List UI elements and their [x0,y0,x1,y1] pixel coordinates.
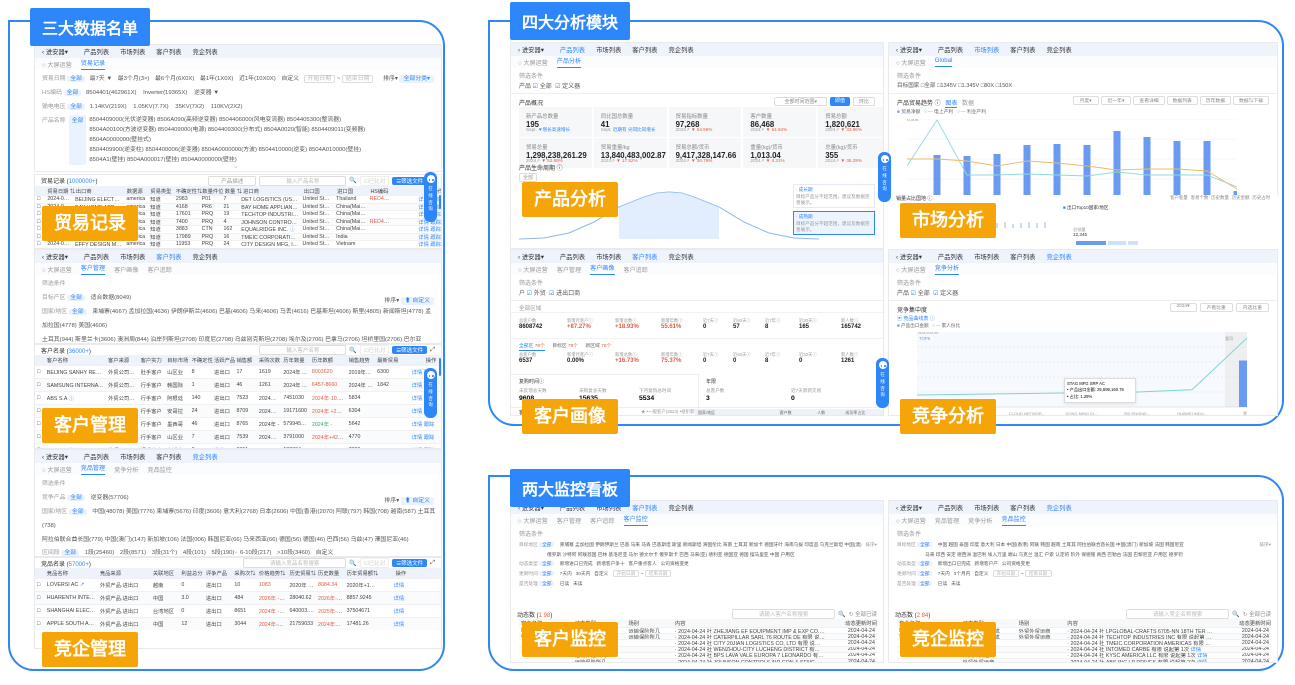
svg-text:我司: 我司 [1243,410,1247,416]
svg-text:1,500,000,00: 1,500,000,00 [917,332,939,335]
svg-text:ISD ENGINE...: ISD ENGINE... [1124,411,1150,416]
svg-text:我司: 我司 [1225,335,1233,341]
svg-text:TOP5: TOP5 [919,336,931,341]
svg-text:60,00K: 60,00K [907,119,919,122]
svg-text:CLOUD NETWOR...: CLOUD NETWOR... [1009,411,1045,416]
svg-text:HUAWEI INDU...: HUAWEI INDU... [1177,411,1207,416]
svg-text:DONG MING EL...: DONG MING EL... [1066,411,1099,416]
